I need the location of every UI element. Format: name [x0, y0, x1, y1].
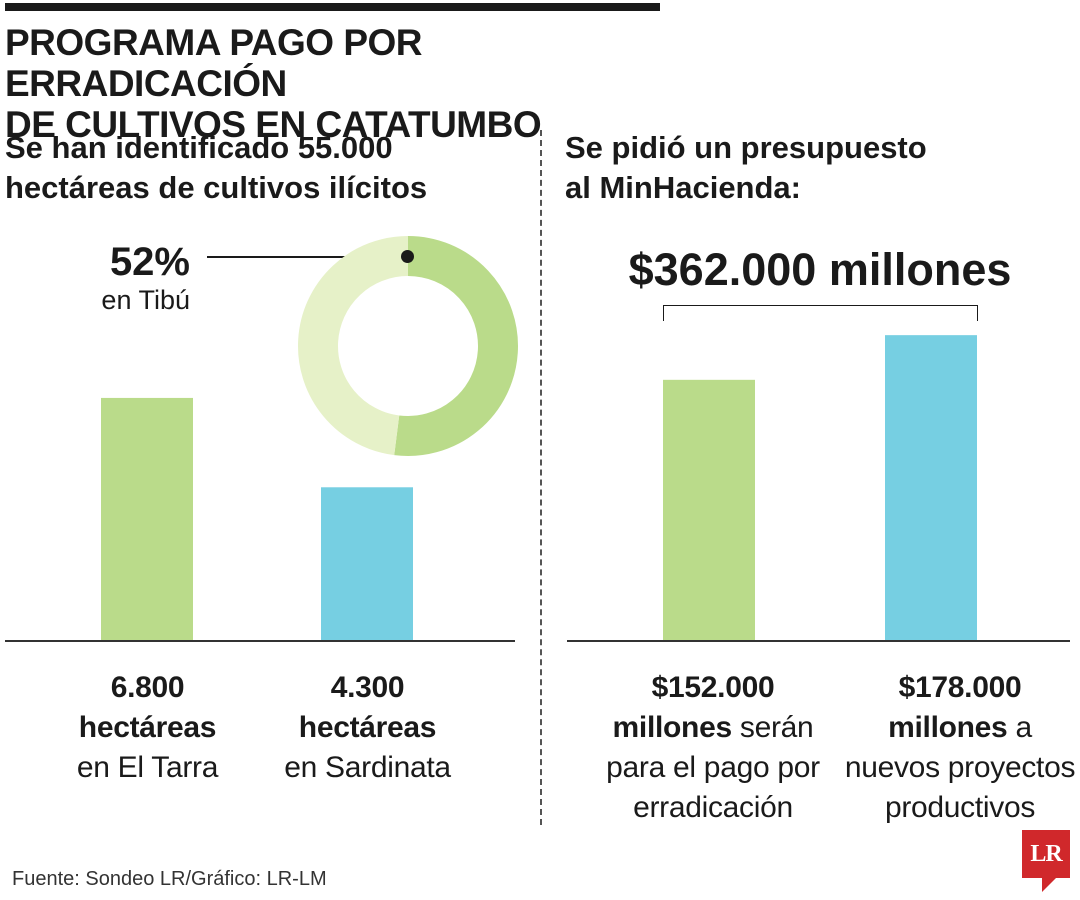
donut-slice-2	[298, 236, 409, 456]
callout-dot	[401, 250, 414, 263]
top-rule	[5, 3, 660, 11]
pago-unit: millones	[612, 711, 733, 744]
budget-bar-chart	[567, 335, 1070, 642]
hectares-bar-chart	[5, 397, 515, 642]
right-subtitle: Se pidió un presupuesto al MinHacienda:	[565, 128, 1065, 208]
proyectos-label: $178.000 millones a nuevos proyectos pro…	[835, 668, 1080, 828]
left-subtitle-line-1: Se han identificado 55.000	[5, 130, 393, 165]
left-subtitle: Se han identificado 55.000 hectáreas de …	[5, 128, 505, 208]
proyectos-rest-1: a	[1007, 711, 1032, 744]
pago-label: $152.000 millones serán para el pago por…	[588, 668, 838, 828]
budget-bar-1	[663, 379, 755, 641]
right-subtitle-line-2: al MinHacienda:	[565, 170, 801, 205]
panel-divider	[540, 130, 542, 825]
pago-value: $152.000	[651, 671, 775, 704]
source-note: Fuente: Sondeo LR/Gráfico: LR-LM	[12, 868, 327, 890]
callout-leader-line	[207, 256, 407, 258]
pago-rest-3: erradicación	[633, 791, 793, 824]
tarra-value: 6.800	[110, 671, 185, 704]
sardinata-unit: hectáreas	[298, 711, 437, 744]
lr-logo: LR	[1022, 830, 1070, 892]
hectares-bar-1	[101, 397, 193, 641]
tarra-place: en El Tarra	[76, 751, 219, 784]
budget-bar-2	[885, 335, 977, 641]
title-line-1: PROGRAMA PAGO POR ERRADICACIÓN	[5, 22, 423, 104]
budget-total: $362.000 millones	[628, 244, 1012, 295]
donut-slice-1	[394, 236, 518, 456]
tarra-unit: hectáreas	[78, 711, 217, 744]
tarra-label: 6.800 hectáreas en El Tarra	[40, 668, 255, 788]
title-line-2: DE CULTIVOS EN CATATUMBO	[5, 104, 542, 145]
tibu-donut-chart	[298, 236, 518, 456]
tibu-percentage: 52%	[109, 240, 190, 284]
page-title: PROGRAMA PAGO POR ERRADICACIÓN DE CULTIV…	[5, 22, 705, 145]
left-subtitle-line-2: hectáreas de cultivos ilícitos	[5, 170, 428, 205]
total-bracket	[663, 305, 978, 321]
hectares-bar-2	[321, 487, 413, 641]
proyectos-unit: millones	[888, 711, 1008, 744]
proyectos-rest-2: nuevos proyectos	[844, 751, 1076, 784]
proyectos-value: $178.000	[898, 671, 1022, 704]
right-subtitle-line-1: Se pidió un presupuesto	[565, 130, 927, 165]
proyectos-rest-3: productivos	[884, 791, 1036, 824]
pago-rest-1: serán	[731, 711, 814, 744]
sardinata-label: 4.300 hectáreas en Sardinata	[260, 668, 475, 788]
pago-rest-2: para el pago por	[606, 751, 820, 784]
sardinata-place: en Sardinata	[284, 751, 451, 784]
sardinata-value: 4.300	[330, 671, 405, 704]
tibu-place: en Tibú	[101, 285, 190, 315]
tibu-callout: 52% en Tibú	[40, 240, 190, 316]
